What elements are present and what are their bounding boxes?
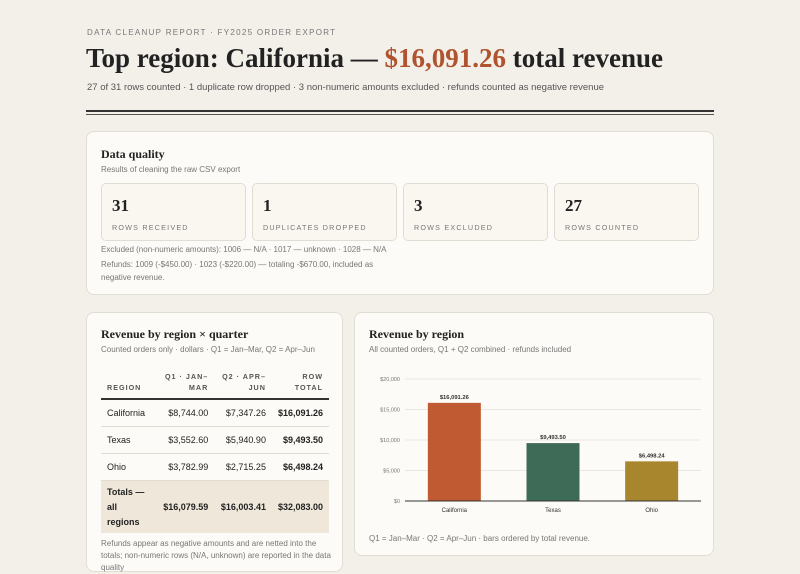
cell-q2: $2,715.25	[214, 453, 272, 481]
cell-total: $16,091.26	[271, 399, 329, 427]
cell-region: Texas	[101, 426, 158, 454]
report-eyebrow: DATA CLEANUP REPORT · FY2025 ORDER EXPOR…	[87, 28, 337, 37]
excluded-note: Excluded (non-numeric amounts): 1006 — N…	[101, 245, 387, 254]
data-quality-title: Data quality	[101, 147, 165, 161]
column-header-region: REGION	[101, 368, 158, 400]
stat-label: ROWS RECEIVED	[112, 223, 189, 232]
region-chart-card: Revenue by region All counted orders, Q1…	[354, 312, 714, 556]
column-header-row-total: ROW TOTAL	[271, 368, 329, 400]
table-header-row: REGION Q1 · JAN–MAR Q2 · APR–JUN ROW TOT…	[101, 368, 329, 400]
cell-total: $9,493.50	[271, 426, 329, 454]
stat-rows-received: 31 ROWS RECEIVED	[101, 183, 246, 241]
stat-label: ROWS COUNTED	[565, 223, 640, 232]
header-rule-thin	[86, 114, 714, 115]
x-tick-label: California	[442, 508, 468, 514]
stat-value: 1	[263, 196, 272, 215]
data-quality-card: Data quality Results of cleaning the raw…	[86, 131, 714, 295]
cell-q2: $7,347.26	[214, 399, 272, 427]
y-tick-label: $20,000	[380, 377, 400, 383]
revenue-bar-chart: $0 $5,000 $10,000 $15,000 $20,000 $16,091.26 C…	[380, 377, 701, 514]
y-tick-label: $0	[394, 499, 400, 505]
table-footnote: Refunds appear as negative amounts and a…	[101, 539, 331, 572]
bar-texas	[526, 443, 580, 501]
x-tick-label: Texas	[545, 508, 561, 514]
totals-q1: $16,079.59	[157, 480, 215, 533]
region-quarter-card: Revenue by region × quarter Counted orde…	[86, 312, 343, 572]
bar-ohio	[625, 461, 679, 501]
region-quarter-title: Revenue by region × quarter	[101, 327, 249, 341]
headline-value: $16,091.26	[384, 43, 507, 73]
cell-q1: $8,744.00	[157, 399, 215, 427]
refunds-note: Refunds: 1009 (-$450.00) · 1023 (-$220.0…	[101, 260, 374, 282]
bar-value-label: $6,498.24	[639, 453, 666, 459]
cell-q1: $3,782.99	[157, 453, 215, 481]
cell-region: Ohio	[101, 453, 158, 481]
stat-value: 3	[414, 196, 423, 215]
chart-footnote: Q1 = Jan–Mar · Q2 = Apr–Jun · bars order…	[369, 534, 591, 543]
region-chart-title: Revenue by region	[369, 327, 465, 341]
cell-q1: $3,552.60	[157, 426, 215, 454]
stat-label: DUPLICATES DROPPED	[263, 223, 367, 232]
bar-value-label: $9,493.50	[540, 435, 566, 441]
header-rule	[86, 110, 714, 112]
totals-total: $32,083.00	[271, 480, 329, 533]
region-chart-subtitle: All counted orders, Q1 + Q2 combined · r…	[369, 345, 572, 354]
column-header-q2: Q2 · APR–JUN	[214, 368, 272, 400]
stat-rows-counted: 27 ROWS COUNTED	[554, 183, 699, 241]
stat-label: ROWS EXCLUDED	[414, 223, 494, 232]
cell-total: $6,498.24	[271, 453, 329, 481]
cell-region: California	[101, 399, 158, 427]
data-quality-subtitle: Results of cleaning the raw CSV export	[101, 165, 241, 174]
revenue-table: REGION Q1 · JAN–MAR Q2 · APR–JUN ROW TOT…	[101, 368, 329, 533]
bar-california	[427, 402, 481, 501]
stat-value: 31	[112, 196, 129, 215]
cell-q2: $5,940.90	[214, 426, 272, 454]
y-tick-label: $5,000	[383, 469, 400, 475]
bar-value-label: $16,091.26	[440, 395, 470, 401]
page-title: Top region: California — $16,091.26 tota…	[86, 43, 663, 74]
table-row: Texas $3,552.60 $5,940.90 $9,493.50	[101, 426, 329, 454]
headline-suffix: total revenue	[506, 43, 663, 73]
stat-value: 27	[565, 196, 582, 215]
x-tick-label: Ohio	[645, 508, 658, 514]
headline-prefix: Top region: California —	[86, 43, 385, 73]
totals-label: Totals — all regions	[101, 480, 158, 533]
table-row: California $8,744.00 $7,347.26 $16,091.2…	[101, 399, 329, 427]
totals-q2: $16,003.41	[214, 480, 272, 533]
column-header-q1: Q1 · JAN–MAR	[157, 368, 215, 400]
stat-duplicates-dropped: 1 DUPLICATES DROPPED	[252, 183, 397, 241]
region-quarter-subtitle: Counted orders only · dollars · Q1 = Jan…	[101, 345, 315, 354]
y-tick-label: $10,000	[380, 438, 400, 444]
totals-row: Totals — all regions $16,079.59 $16,003.…	[101, 480, 329, 533]
table-row: Ohio $3,782.99 $2,715.25 $6,498.24	[101, 453, 329, 481]
y-tick-label: $15,000	[380, 408, 400, 414]
stat-rows-excluded: 3 ROWS EXCLUDED	[403, 183, 548, 241]
summary-line: 27 of 31 rows counted · 1 duplicate row …	[87, 82, 605, 93]
